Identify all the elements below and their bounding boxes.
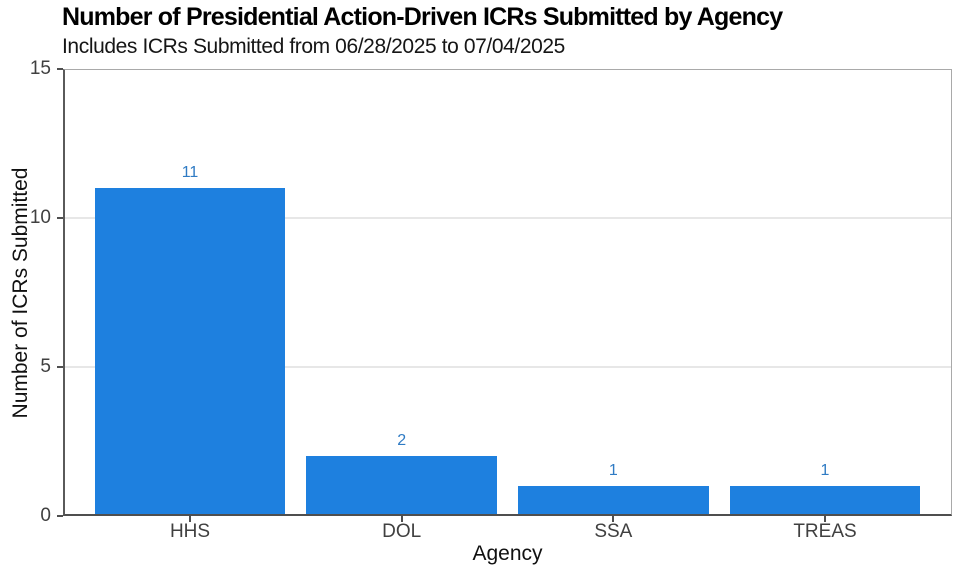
gridline-y10 (65, 217, 951, 219)
gridline-y5 (65, 366, 951, 368)
bar-treas (729, 486, 921, 516)
y-tick-10 (57, 217, 63, 219)
bar-ssa (518, 486, 709, 516)
chart-subtitle: Includes ICRs Submitted from 06/28/2025 … (62, 35, 565, 58)
x-tick-label-ssa: SSA (594, 521, 633, 542)
x-tick-label-treas: TREAS (793, 521, 857, 542)
x-tick-label-hhs: HHS (169, 521, 211, 542)
x-tick-hhs (189, 516, 191, 522)
x-tick-dol (400, 516, 403, 522)
bar-value-label-dol: 2 (397, 432, 407, 450)
y-tick-label-5: 5 (40, 356, 51, 377)
bar-value-label-hhs: 11 (181, 164, 199, 182)
bar-value-label-treas: 1 (820, 462, 830, 480)
bar-hhs (94, 188, 286, 516)
y-tick-5 (57, 366, 63, 368)
x-axis-title: Agency (472, 542, 543, 565)
y-tick-15 (57, 68, 63, 70)
y-tick-label-15: 15 (29, 58, 51, 79)
x-tick-ssa (612, 516, 615, 522)
x-tick-treas (824, 516, 826, 522)
y-tick-0 (57, 515, 63, 517)
chart-title: Number of Presidential Action-Driven ICR… (62, 3, 783, 31)
bar-value-label-ssa: 1 (608, 462, 618, 480)
y-tick-label-10: 10 (29, 207, 51, 228)
y-tick-label-0: 0 (40, 505, 51, 526)
bar-dol (306, 456, 497, 516)
x-tick-label-dol: DOL (382, 521, 422, 542)
